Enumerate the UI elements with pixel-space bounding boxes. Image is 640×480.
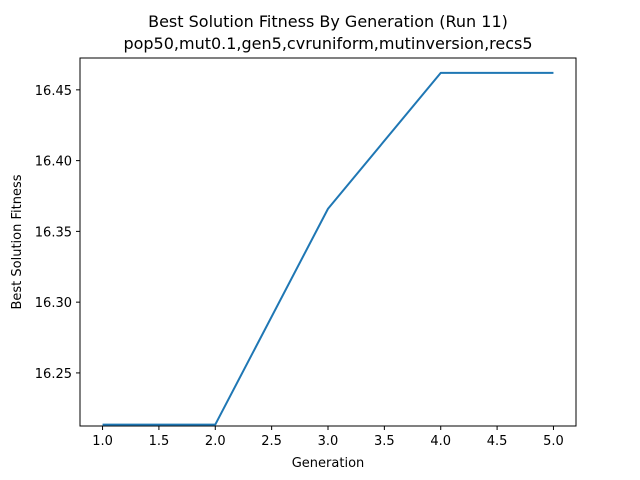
x-tick-label: 1.5 [149,434,170,449]
x-tick-label: 3.5 [374,434,395,449]
y-tick-label: 16.30 [35,296,72,311]
y-tick-label: 16.35 [35,225,72,240]
x-axis: 1.0 1.5 2.0 2.5 3.0 3.5 4.0 4.5 5.0 [92,426,564,449]
x-tick-label: 1.0 [92,434,113,449]
y-tick-label: 16.25 [35,367,72,382]
y-axis-label: Best Solution Fitness [10,174,25,309]
x-axis-label: Generation [292,456,365,471]
axes-frame [79,57,577,427]
y-tick-label: 16.40 [35,155,72,170]
y-axis: 16.25 16.30 16.35 16.40 16.45 [35,84,80,382]
x-tick-label: 4.5 [487,434,508,449]
x-tick-label: 3.0 [318,434,339,449]
series-line-0 [102,71,554,426]
x-tick-label: 2.0 [205,434,226,449]
x-tick-label: 5.0 [543,434,564,449]
y-tick-label: 16.45 [35,84,72,99]
series-layer [102,71,554,426]
x-tick-label: 2.5 [261,434,282,449]
chart-title: Best Solution Fitness By Generation (Run… [148,12,508,31]
x-tick-label: 4.0 [430,434,451,449]
plot-area: 1.0 1.5 2.0 2.5 3.0 3.5 4.0 4.5 5.0 16.2516.3016… [35,57,577,449]
chart-subtitle: pop50,mut0.1,gen5,cvruniform,mutinversio… [123,34,532,53]
